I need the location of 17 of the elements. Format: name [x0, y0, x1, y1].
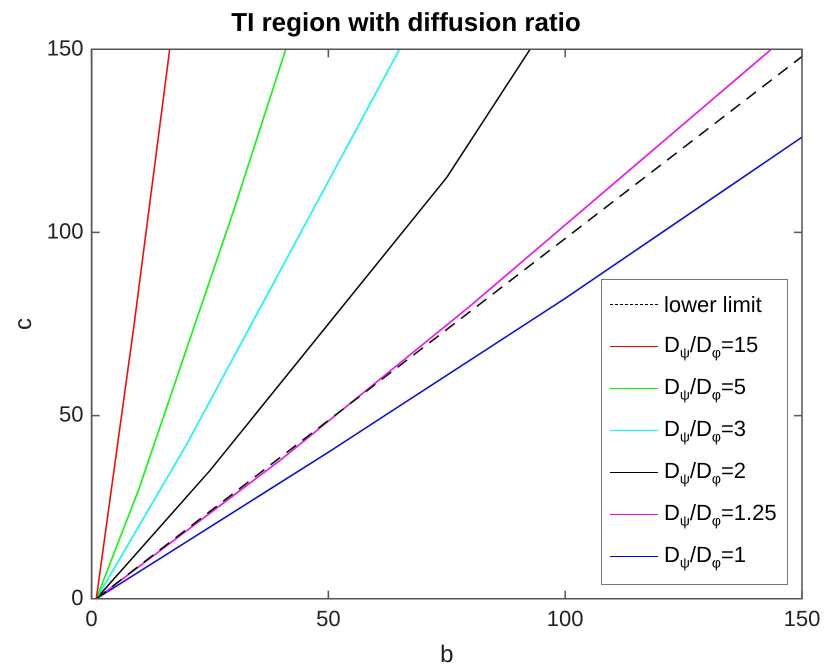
y-tick-label: 50	[59, 402, 84, 427]
legend-label: D$_{ψ}$/D$_{φ}$=2	[664, 458, 746, 486]
y-tick-label: 100	[46, 218, 84, 244]
x-axis-title: b	[440, 641, 454, 668]
x-tick-label: 50	[316, 606, 341, 632]
chart-title: TI region with diffusion ratio	[231, 6, 581, 37]
legend-label: D$_{ψ}$/D$_{φ}$=15	[664, 332, 758, 360]
legend-label: lower limit	[664, 292, 762, 317]
legend-label: D$_{ψ}$/D$_{φ}$=3	[664, 416, 746, 444]
legend-label: D$_{ψ}$/D$_{φ}$=1	[664, 542, 746, 570]
x-tick-label: 100	[546, 606, 584, 632]
legend-label: D$_{ψ}$/D$_{φ}$=1.25	[664, 500, 777, 528]
legend-label: D$_{ψ}$/D$_{φ}$=5	[664, 374, 746, 402]
y-tick-label: 0	[71, 584, 84, 610]
y-tick-label: 150	[46, 35, 84, 60]
y-axis-title: c	[10, 318, 38, 330]
x-tick-label: 150	[784, 606, 820, 632]
